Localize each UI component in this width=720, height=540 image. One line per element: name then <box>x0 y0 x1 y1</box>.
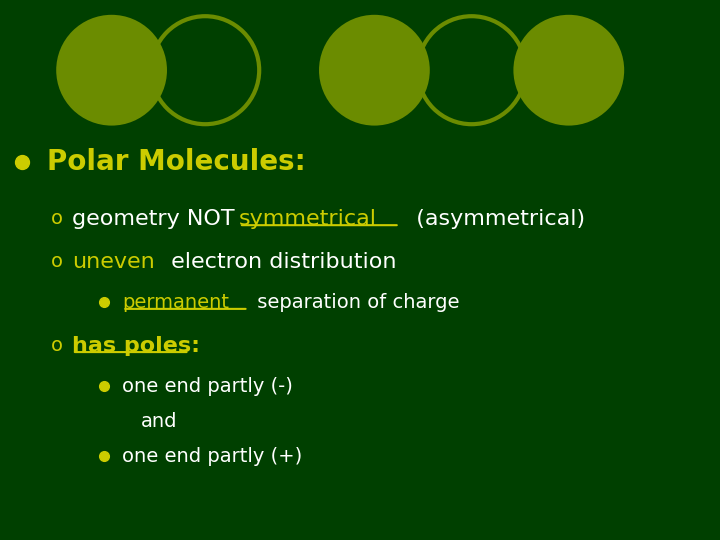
Text: permanent: permanent <box>122 293 230 312</box>
Text: (asymmetrical): (asymmetrical) <box>402 208 585 229</box>
Text: and: and <box>140 411 177 431</box>
Text: o: o <box>50 209 63 228</box>
Ellipse shape <box>515 16 623 124</box>
Text: one end partly (-): one end partly (-) <box>122 376 293 396</box>
Text: uneven: uneven <box>72 252 155 272</box>
Text: has poles:: has poles: <box>72 335 200 356</box>
Text: separation of charge: separation of charge <box>251 293 459 312</box>
Text: o: o <box>50 252 63 272</box>
Ellipse shape <box>320 16 428 124</box>
Ellipse shape <box>58 16 166 124</box>
Text: Polar Molecules:: Polar Molecules: <box>47 148 305 176</box>
Text: o: o <box>50 336 63 355</box>
Text: one end partly (+): one end partly (+) <box>122 447 302 466</box>
Text: electron distribution: electron distribution <box>164 252 397 272</box>
Text: geometry NOT: geometry NOT <box>72 208 242 229</box>
Text: symmetrical: symmetrical <box>239 208 377 229</box>
